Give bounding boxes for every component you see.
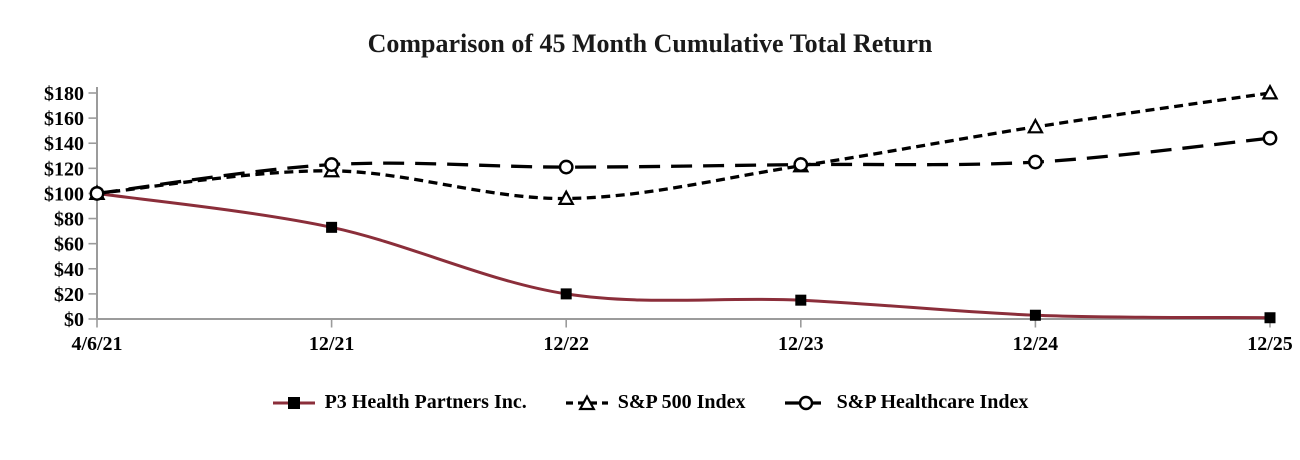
legend-item-p3-health-partners: P3 Health Partners Inc. — [272, 391, 527, 414]
series-marker-s-p-healthcare-index — [1028, 154, 1043, 170]
series-marker-s-p-healthcare-index — [558, 159, 574, 175]
series-marker-s-p-healthcare-index — [793, 157, 809, 172]
x-tick-label: 12/22 — [543, 333, 589, 355]
filled-square-line-icon — [272, 396, 315, 409]
series-marker-s-p-500-index — [1026, 117, 1044, 134]
y-tick-label: $180 — [44, 83, 84, 105]
series-marker-p3-health-partners-inc — [1264, 312, 1276, 324]
series-marker-s-p-500-index — [557, 189, 575, 205]
series-marker-s-p-healthcare-index — [89, 186, 105, 201]
y-tick-label: $40 — [54, 259, 84, 281]
x-tick-label: 12/25 — [1247, 333, 1293, 355]
legend-item-sp-healthcare: S&P Healthcare Index — [784, 391, 1029, 414]
series-marker-p3-health-partners-inc — [795, 294, 807, 306]
chart-title: Comparison of 45 Month Cumulative Total … — [367, 29, 933, 58]
series-marker-s-p-healthcare-index — [1262, 130, 1278, 146]
series-marker-s-p-healthcare-index — [324, 157, 339, 172]
y-tick-label: $100 — [44, 183, 84, 205]
legend-label-sp-healthcare: S&P Healthcare Index — [836, 391, 1029, 413]
chart-legend: P3 Health Partners Inc. S&P 500 Index S&… — [0, 391, 1300, 414]
y-tick-label: $60 — [54, 234, 84, 256]
x-tick-label: 12/23 — [778, 333, 824, 355]
series-marker-p3-health-partners-inc — [326, 221, 338, 233]
legend-item-sp500: S&P 500 Index — [565, 391, 746, 414]
series-marker-p3-health-partners-inc — [1029, 309, 1041, 321]
series-line-s-p-healthcare-index — [96, 136, 1271, 196]
y-tick-label: $80 — [54, 209, 84, 231]
open-circle-dash-line-icon — [784, 395, 827, 410]
y-tick-label: $140 — [44, 133, 84, 155]
open-triangle-dash-line-icon — [565, 393, 608, 410]
y-tick-label: $0 — [64, 309, 84, 331]
y-tick-label: $20 — [54, 284, 84, 306]
legend-label-p3-health-partners: P3 Health Partners Inc. — [324, 391, 527, 413]
y-tick-label: $160 — [44, 108, 84, 130]
series-line-p3-health-partners-inc — [96, 191, 1271, 320]
x-tick-label: 12/21 — [309, 333, 355, 355]
series-line-s-p-500-index — [96, 91, 1271, 201]
series-marker-p3-health-partners-inc — [560, 288, 572, 300]
series-marker-s-p-500-index — [1261, 83, 1279, 100]
legend-label-sp500: S&P 500 Index — [617, 391, 746, 413]
x-tick-label: 12/24 — [1013, 333, 1059, 355]
x-tick-label: 4/6/21 — [71, 333, 122, 355]
y-tick-label: $120 — [44, 158, 84, 180]
